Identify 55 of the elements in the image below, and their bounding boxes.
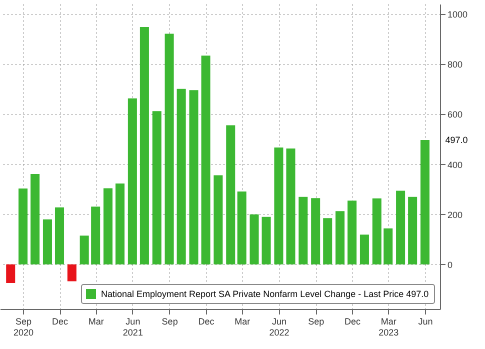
bar [348, 200, 357, 264]
bar [336, 211, 345, 264]
bar [384, 228, 393, 264]
bar [30, 174, 40, 264]
bar [311, 198, 320, 264]
x-tick-label: Mar [234, 316, 250, 326]
y-tick-label: 800 [448, 60, 463, 70]
legend-label: National Employment Report SA Private Nonfarm Level Change - Last Price 497.0 [101, 289, 429, 299]
bar [250, 214, 259, 264]
x-tick-label: Sep [308, 316, 324, 326]
x-tick-label: Jun 2022 [269, 316, 290, 338]
bar [420, 140, 430, 264]
x-tick-label: Jun 2021 [122, 316, 143, 338]
bar [408, 196, 418, 264]
x-tick-label: Sep 2020 [14, 316, 34, 338]
x-tick-label: Dec [198, 316, 215, 326]
bar [323, 218, 332, 264]
bar [176, 88, 186, 264]
bar [274, 147, 284, 264]
bar [91, 206, 100, 264]
x-tick-label: Dec [52, 316, 68, 326]
bar [262, 216, 271, 264]
x-tick-label: Dec [344, 316, 362, 326]
bar [189, 90, 198, 264]
bar [286, 148, 296, 264]
bar [116, 184, 125, 264]
bar [54, 207, 64, 264]
bar [140, 27, 149, 264]
y-tick-label: 600 [448, 110, 463, 120]
y-tick-label: 1000 [448, 10, 468, 20]
bar [237, 192, 246, 264]
bar [164, 34, 174, 264]
y-tick-label: 200 [448, 210, 463, 220]
bar [42, 219, 52, 264]
bar [128, 98, 137, 264]
y-tick-label: 400 [448, 160, 463, 170]
bar [67, 264, 76, 282]
bar [152, 111, 162, 264]
bar [372, 198, 382, 264]
bar [103, 188, 112, 264]
bar [80, 236, 89, 264]
x-tick-label: Jun [418, 316, 433, 326]
bar [360, 234, 369, 264]
bar [298, 196, 308, 264]
bar [18, 188, 28, 264]
annotation: 497.0 [445, 134, 468, 145]
x-tick-label: Mar 2023 [378, 316, 399, 338]
bar [201, 56, 210, 264]
x-tick-label: Mar [88, 316, 104, 326]
bar [226, 125, 236, 264]
bar [6, 264, 16, 283]
bar [214, 175, 223, 264]
bar [396, 190, 406, 264]
y-tick-label: 0 [448, 260, 453, 270]
x-tick-label: Sep [162, 316, 178, 326]
